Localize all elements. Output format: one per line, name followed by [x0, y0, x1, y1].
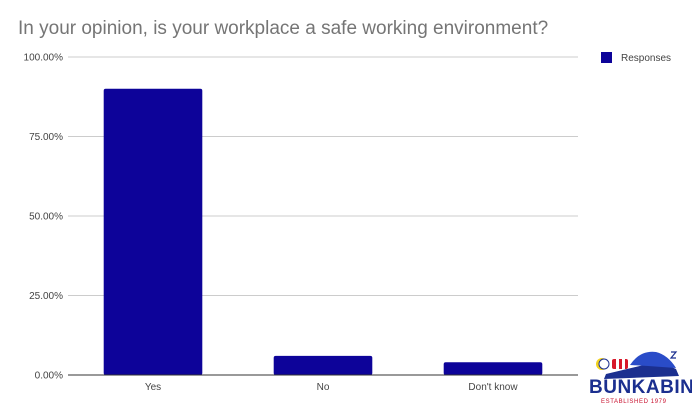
legend-label: Responses [621, 53, 671, 64]
chart-title: In your opinion, is your workplace a saf… [18, 18, 548, 39]
bar [103, 88, 203, 376]
x-tick-label: Yes [145, 382, 161, 393]
y-tick-label: 50.00% [29, 212, 63, 223]
sleeping-figure-icon [596, 351, 679, 379]
x-axis-tick-labels: Yes No Don't know [145, 382, 519, 393]
x-tick-label: No [317, 382, 330, 393]
logo-wordmark: BUNKABIN [589, 377, 692, 398]
bar [443, 362, 543, 375]
y-tick-label: 100.00% [24, 53, 64, 64]
bar [273, 355, 373, 375]
y-tick-label: 75.00% [29, 132, 63, 143]
legend: Responses [601, 52, 671, 64]
legend-swatch [601, 52, 612, 63]
bunkabin-logo: BUNKABIN ESTABLISHED 1979 [589, 351, 692, 405]
y-tick-label: 25.00% [29, 291, 63, 302]
x-tick-label: Don't know [468, 382, 518, 393]
bars [103, 88, 543, 376]
y-axis-tick-labels: 0.00% 25.00% 50.00% 75.00% 100.00% [24, 53, 64, 382]
y-tick-label: 0.00% [35, 371, 63, 382]
logo-tagline: ESTABLISHED 1979 [601, 399, 667, 405]
